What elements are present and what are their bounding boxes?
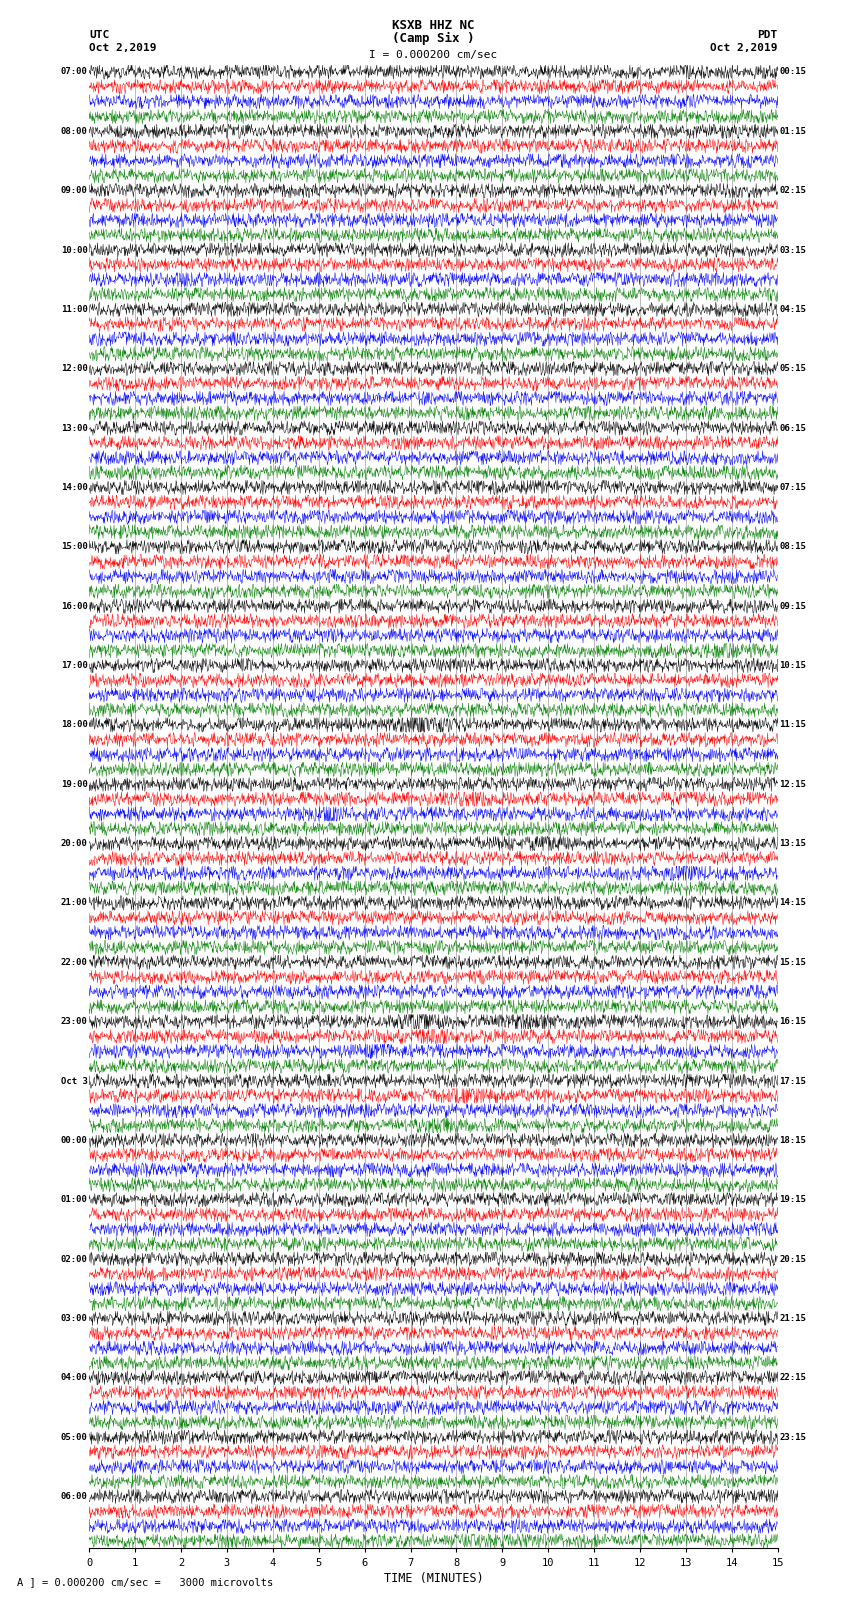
Text: (Camp Six ): (Camp Six ) bbox=[392, 32, 475, 45]
Text: 03:15: 03:15 bbox=[779, 245, 806, 255]
Text: 21:15: 21:15 bbox=[779, 1315, 806, 1323]
Text: Oct 2,2019: Oct 2,2019 bbox=[89, 44, 156, 53]
Text: 01:00: 01:00 bbox=[61, 1195, 88, 1205]
Text: Oct 2,2019: Oct 2,2019 bbox=[711, 44, 778, 53]
Text: A ] = 0.000200 cm/sec =   3000 microvolts: A ] = 0.000200 cm/sec = 3000 microvolts bbox=[17, 1578, 273, 1587]
Text: 22:00: 22:00 bbox=[61, 958, 88, 966]
Text: 11:00: 11:00 bbox=[61, 305, 88, 315]
Text: 06:00: 06:00 bbox=[61, 1492, 88, 1502]
Text: 19:15: 19:15 bbox=[779, 1195, 806, 1205]
Text: 20:15: 20:15 bbox=[779, 1255, 806, 1263]
X-axis label: TIME (MINUTES): TIME (MINUTES) bbox=[383, 1571, 484, 1584]
Text: 10:00: 10:00 bbox=[61, 245, 88, 255]
Text: 13:15: 13:15 bbox=[779, 839, 806, 848]
Text: 16:00: 16:00 bbox=[61, 602, 88, 611]
Text: 14:00: 14:00 bbox=[61, 482, 88, 492]
Text: 12:15: 12:15 bbox=[779, 779, 806, 789]
Text: 05:15: 05:15 bbox=[779, 365, 806, 373]
Text: PDT: PDT bbox=[757, 31, 778, 40]
Text: 22:15: 22:15 bbox=[779, 1373, 806, 1382]
Text: 20:00: 20:00 bbox=[61, 839, 88, 848]
Text: 19:00: 19:00 bbox=[61, 779, 88, 789]
Text: 00:15: 00:15 bbox=[779, 68, 806, 76]
Text: 11:15: 11:15 bbox=[779, 721, 806, 729]
Text: 16:15: 16:15 bbox=[779, 1018, 806, 1026]
Text: KSXB HHZ NC: KSXB HHZ NC bbox=[392, 19, 475, 32]
Text: 14:15: 14:15 bbox=[779, 898, 806, 908]
Text: 17:15: 17:15 bbox=[779, 1076, 806, 1086]
Text: 09:15: 09:15 bbox=[779, 602, 806, 611]
Text: 17:00: 17:00 bbox=[61, 661, 88, 669]
Text: 18:00: 18:00 bbox=[61, 721, 88, 729]
Text: 06:15: 06:15 bbox=[779, 424, 806, 432]
Text: 04:15: 04:15 bbox=[779, 305, 806, 315]
Text: 04:00: 04:00 bbox=[61, 1373, 88, 1382]
Text: 02:00: 02:00 bbox=[61, 1255, 88, 1263]
Text: 12:00: 12:00 bbox=[61, 365, 88, 373]
Text: 03:00: 03:00 bbox=[61, 1315, 88, 1323]
Text: I = 0.000200 cm/sec: I = 0.000200 cm/sec bbox=[370, 50, 497, 60]
Text: 23:00: 23:00 bbox=[61, 1018, 88, 1026]
Text: 07:15: 07:15 bbox=[779, 482, 806, 492]
Text: 09:00: 09:00 bbox=[61, 185, 88, 195]
Text: 08:00: 08:00 bbox=[61, 127, 88, 135]
Text: 15:15: 15:15 bbox=[779, 958, 806, 966]
Text: 05:00: 05:00 bbox=[61, 1432, 88, 1442]
Text: 15:00: 15:00 bbox=[61, 542, 88, 552]
Text: 01:15: 01:15 bbox=[779, 127, 806, 135]
Text: 13:00: 13:00 bbox=[61, 424, 88, 432]
Text: 00:00: 00:00 bbox=[61, 1136, 88, 1145]
Text: 18:15: 18:15 bbox=[779, 1136, 806, 1145]
Text: 02:15: 02:15 bbox=[779, 185, 806, 195]
Text: 21:00: 21:00 bbox=[61, 898, 88, 908]
Text: UTC: UTC bbox=[89, 31, 110, 40]
Text: Oct 3: Oct 3 bbox=[61, 1076, 88, 1086]
Text: 07:00: 07:00 bbox=[61, 68, 88, 76]
Text: 10:15: 10:15 bbox=[779, 661, 806, 669]
Text: 23:15: 23:15 bbox=[779, 1432, 806, 1442]
Text: 08:15: 08:15 bbox=[779, 542, 806, 552]
